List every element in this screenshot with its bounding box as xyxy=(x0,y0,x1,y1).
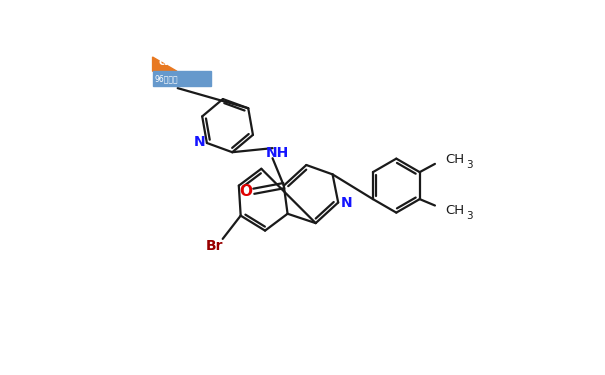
Text: N: N xyxy=(341,196,352,210)
Text: 96化工网: 96化工网 xyxy=(154,75,178,84)
Text: Br: Br xyxy=(161,74,178,88)
Text: .com: .com xyxy=(184,59,206,68)
Text: CH: CH xyxy=(445,153,464,166)
Bar xyxy=(152,71,211,86)
Polygon shape xyxy=(152,57,177,71)
Text: Br: Br xyxy=(206,238,223,253)
Text: 3: 3 xyxy=(466,160,473,170)
Text: CH: CH xyxy=(445,204,464,216)
Text: chem960: chem960 xyxy=(159,57,212,67)
Text: 3: 3 xyxy=(466,211,473,221)
Text: NH: NH xyxy=(266,146,289,160)
Text: N: N xyxy=(194,135,205,149)
Text: O: O xyxy=(239,184,252,199)
